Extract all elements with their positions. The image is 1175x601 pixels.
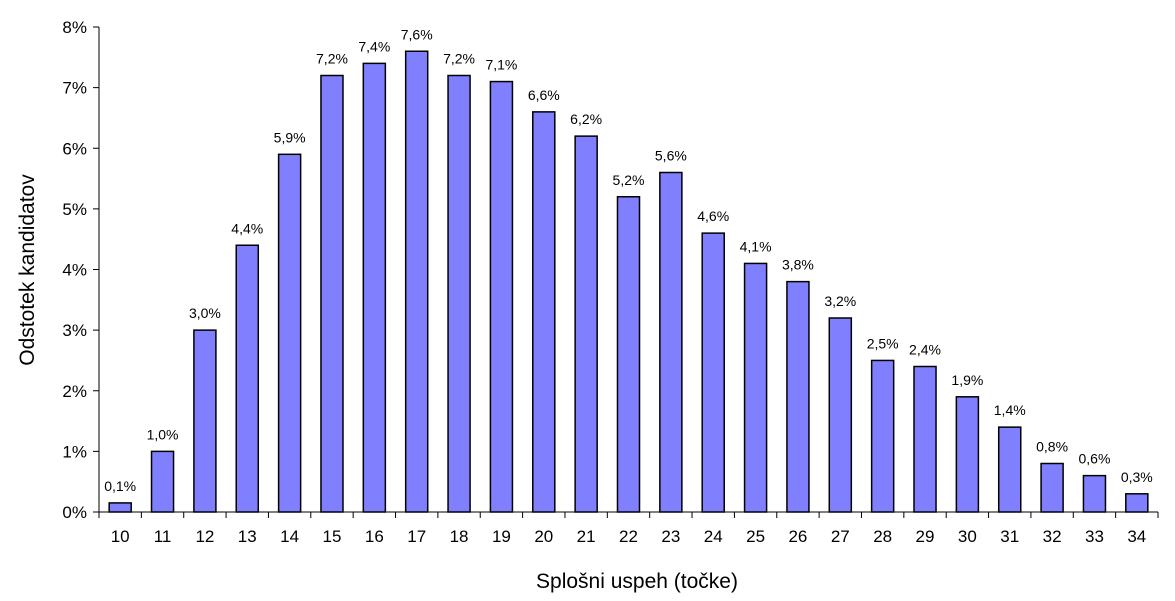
x-tick-label-12: 12: [195, 527, 214, 546]
data-label-34: 0,3%: [1121, 469, 1153, 485]
x-tick-label-27: 27: [831, 527, 850, 546]
bar-26: [786, 280, 810, 513]
data-label-14: 5,9%: [274, 129, 306, 145]
data-label-29: 2,4%: [909, 342, 941, 358]
x-tick-label-15: 15: [323, 527, 342, 546]
data-label-24: 4,6%: [697, 208, 729, 224]
bar-24: [701, 232, 725, 513]
y-axis: 0% 1% 2% 3% 4% 5% 6% 7% 8%: [62, 18, 100, 522]
bar-20: [532, 111, 556, 513]
x-tick-label-10: 10: [111, 527, 130, 546]
data-label-20: 6,6%: [528, 87, 560, 103]
y-tick-label: 1%: [62, 442, 87, 461]
bar-23: [659, 171, 683, 513]
y-tick-label: 2%: [62, 382, 87, 401]
data-label-15: 7,2%: [316, 51, 348, 67]
x-tick-label-20: 20: [534, 527, 553, 546]
data-label-31: 1,4%: [994, 402, 1026, 418]
x-tick-label-24: 24: [704, 527, 723, 546]
data-label-18: 7,2%: [443, 51, 475, 67]
y-tick-label: 3%: [62, 321, 87, 340]
x-tick-label-25: 25: [746, 527, 765, 546]
x-tick-label-26: 26: [788, 527, 807, 546]
data-label-12: 3,0%: [189, 305, 221, 321]
bar-28: [870, 359, 895, 513]
bar-34: [1125, 493, 1149, 513]
x-tick-label-23: 23: [661, 527, 680, 546]
data-label-13: 4,4%: [231, 220, 263, 236]
bars: [108, 50, 1149, 513]
data-label-22: 5,2%: [613, 172, 645, 188]
x-tick-label-13: 13: [238, 527, 257, 546]
bar-27: [828, 317, 853, 513]
bar-18: [447, 74, 471, 513]
data-label-10: 0,1%: [104, 478, 136, 494]
bar-19: [489, 80, 514, 513]
x-tick-label-33: 33: [1085, 527, 1104, 546]
bar-13: [235, 244, 260, 513]
y-tick-label: 7%: [62, 79, 87, 98]
x-tick-label-22: 22: [619, 527, 638, 546]
x-tick-label-31: 31: [1000, 527, 1019, 546]
bar-17: [404, 50, 429, 513]
y-axis-title: Odstotek kandidatov: [16, 174, 39, 366]
bar-32: [1040, 462, 1064, 513]
x-axis: 10 11 12 13 14 15 16 17 18 19 20 21 22 23 24 25 26 27 28 29…: [98, 511, 1159, 546]
y-tick-label: 4%: [62, 261, 87, 280]
bar-16: [362, 62, 387, 513]
data-labels: 0,1% 1,0% 3,0% 4,4% 5,9% 7,2% 7,4% 7,6% 7,2% 7,1%…: [104, 26, 1153, 494]
bar-22: [616, 196, 641, 513]
bar-14: [277, 153, 302, 513]
y-tick-label: 8%: [62, 18, 87, 37]
data-label-33: 0,6%: [1078, 451, 1110, 467]
data-label-23: 5,6%: [655, 148, 687, 164]
x-tick-label-21: 21: [577, 527, 596, 546]
x-axis-title: Splošni uspeh (točke): [536, 570, 738, 593]
x-tick-label-16: 16: [365, 527, 384, 546]
bar-10: [108, 502, 132, 513]
y-tick-label: 0%: [62, 503, 87, 522]
bar-31: [997, 426, 1022, 513]
x-tick-label-34: 34: [1127, 527, 1146, 546]
bar-12: [193, 329, 217, 513]
x-tick-label-14: 14: [280, 527, 299, 546]
bar-15: [320, 74, 344, 513]
bar-30: [955, 396, 980, 513]
bar-25: [743, 262, 768, 513]
x-tick-label-32: 32: [1043, 527, 1062, 546]
bar-11: [150, 450, 175, 513]
data-label-26: 3,8%: [782, 257, 814, 273]
data-label-21: 6,2%: [570, 111, 602, 127]
data-label-32: 0,8%: [1036, 439, 1068, 455]
data-label-17: 7,6%: [401, 26, 433, 42]
data-label-16: 7,4%: [358, 38, 390, 54]
x-tick-label-30: 30: [958, 527, 977, 546]
y-tick-label: 5%: [62, 200, 87, 219]
x-tick-label-29: 29: [916, 527, 935, 546]
data-label-27: 3,2%: [824, 293, 856, 309]
bar-21: [574, 135, 598, 513]
x-tick-label-18: 18: [450, 527, 469, 546]
data-label-25: 4,1%: [740, 238, 772, 254]
data-label-19: 7,1%: [485, 57, 517, 73]
data-label-28: 2,5%: [867, 335, 899, 351]
x-tick-label-28: 28: [873, 527, 892, 546]
data-label-30: 1,9%: [951, 372, 983, 388]
bar-29: [913, 365, 937, 513]
y-tick-label: 6%: [62, 139, 87, 158]
x-tick-label-19: 19: [492, 527, 511, 546]
data-label-11: 1,0%: [147, 426, 179, 442]
bar-33: [1082, 474, 1107, 513]
x-tick-label-17: 17: [407, 527, 426, 546]
x-tick-label-11: 11: [154, 527, 172, 546]
